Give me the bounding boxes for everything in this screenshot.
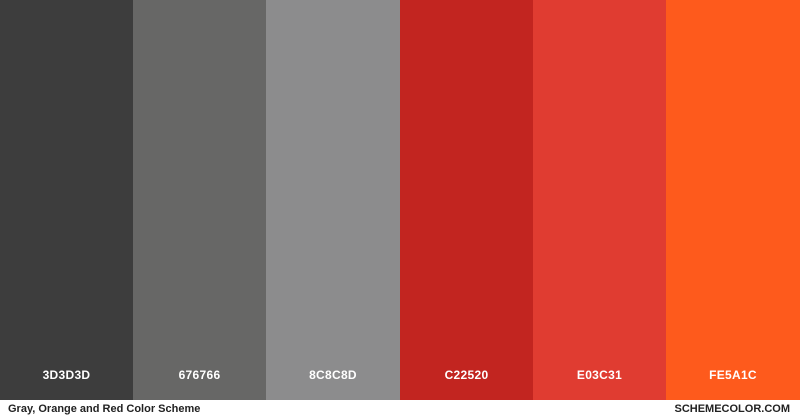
swatch-hex-label: FE5A1C	[709, 368, 757, 382]
color-swatch-6: FE5A1C	[666, 0, 800, 400]
scheme-title: Gray, Orange and Red Color Scheme	[8, 403, 201, 415]
color-swatch-4: C22520	[400, 0, 533, 400]
color-palette: 3D3D3D 676766 8C8C8D C22520 E03C31 FE5A1…	[0, 0, 800, 400]
site-name: SCHEMECOLOR.COM	[674, 403, 791, 415]
color-swatch-5: E03C31	[533, 0, 666, 400]
color-swatch-2: 676766	[133, 0, 266, 400]
footer-bar: Gray, Orange and Red Color Scheme SCHEME…	[0, 400, 800, 420]
swatch-hex-label: C22520	[444, 368, 489, 382]
swatch-hex-label: 676766	[178, 368, 221, 382]
color-swatch-3: 8C8C8D	[266, 0, 400, 400]
color-swatch-1: 3D3D3D	[0, 0, 133, 400]
swatch-hex-label: 8C8C8D	[309, 368, 357, 382]
swatch-hex-label: 3D3D3D	[42, 368, 91, 382]
swatch-hex-label: E03C31	[576, 368, 623, 382]
